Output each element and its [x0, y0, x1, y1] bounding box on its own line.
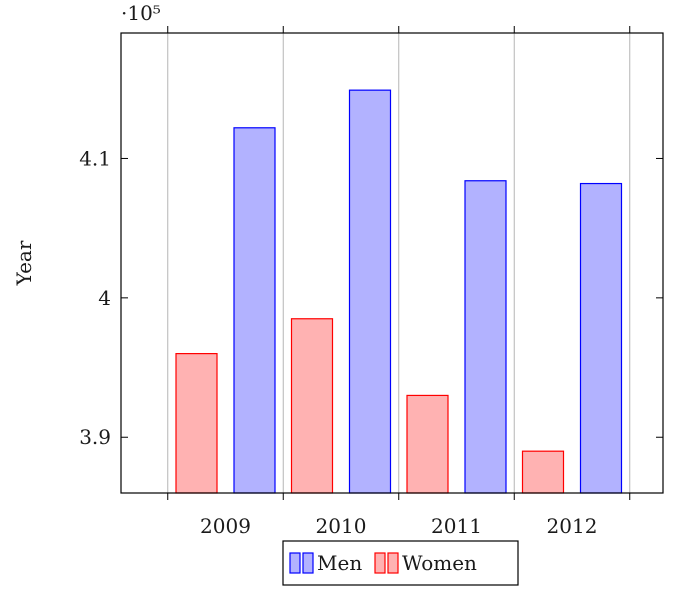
bar-men-2011: [464, 180, 507, 494]
grid-lines: [167, 33, 631, 493]
legend-swatch: [289, 552, 301, 574]
x-tick-label: 2012: [547, 514, 598, 538]
bar-women-2011: [406, 394, 449, 494]
legend-swatch: [302, 552, 314, 574]
legend-swatch: [374, 552, 386, 574]
x-tick-label: 2010: [316, 514, 367, 538]
x-tick-label: 2011: [431, 514, 482, 538]
y-tick-labels: 3.9 4 4.1: [79, 146, 111, 449]
axis-ticks: [121, 26, 663, 500]
bars: [175, 89, 623, 494]
y-tick-label: 4: [98, 286, 111, 310]
legend: Men Women: [282, 540, 519, 586]
x-tick-label: 2009: [200, 514, 251, 538]
plot-frame: [120, 32, 664, 494]
y-axis-multiplier: ·10⁵: [121, 1, 161, 25]
x-tick-labels: 2009 2010 2011 2012: [200, 514, 597, 538]
bar-men-2012: [579, 182, 623, 494]
bar-women-2009: [175, 353, 218, 494]
bar-women-2010: [290, 318, 334, 494]
y-tick-label: 4.1: [79, 146, 111, 170]
bar-women-2012: [521, 450, 565, 494]
y-axis-label: Year: [12, 240, 36, 286]
legend-swatch: [387, 552, 399, 574]
y-tick-label: 3.9: [79, 425, 111, 449]
bar-men-2010: [348, 89, 392, 494]
legend-label: Women: [402, 551, 477, 575]
legend-box: [282, 540, 519, 586]
bar-men-2009: [233, 127, 276, 494]
legend-label: Men: [317, 551, 362, 575]
